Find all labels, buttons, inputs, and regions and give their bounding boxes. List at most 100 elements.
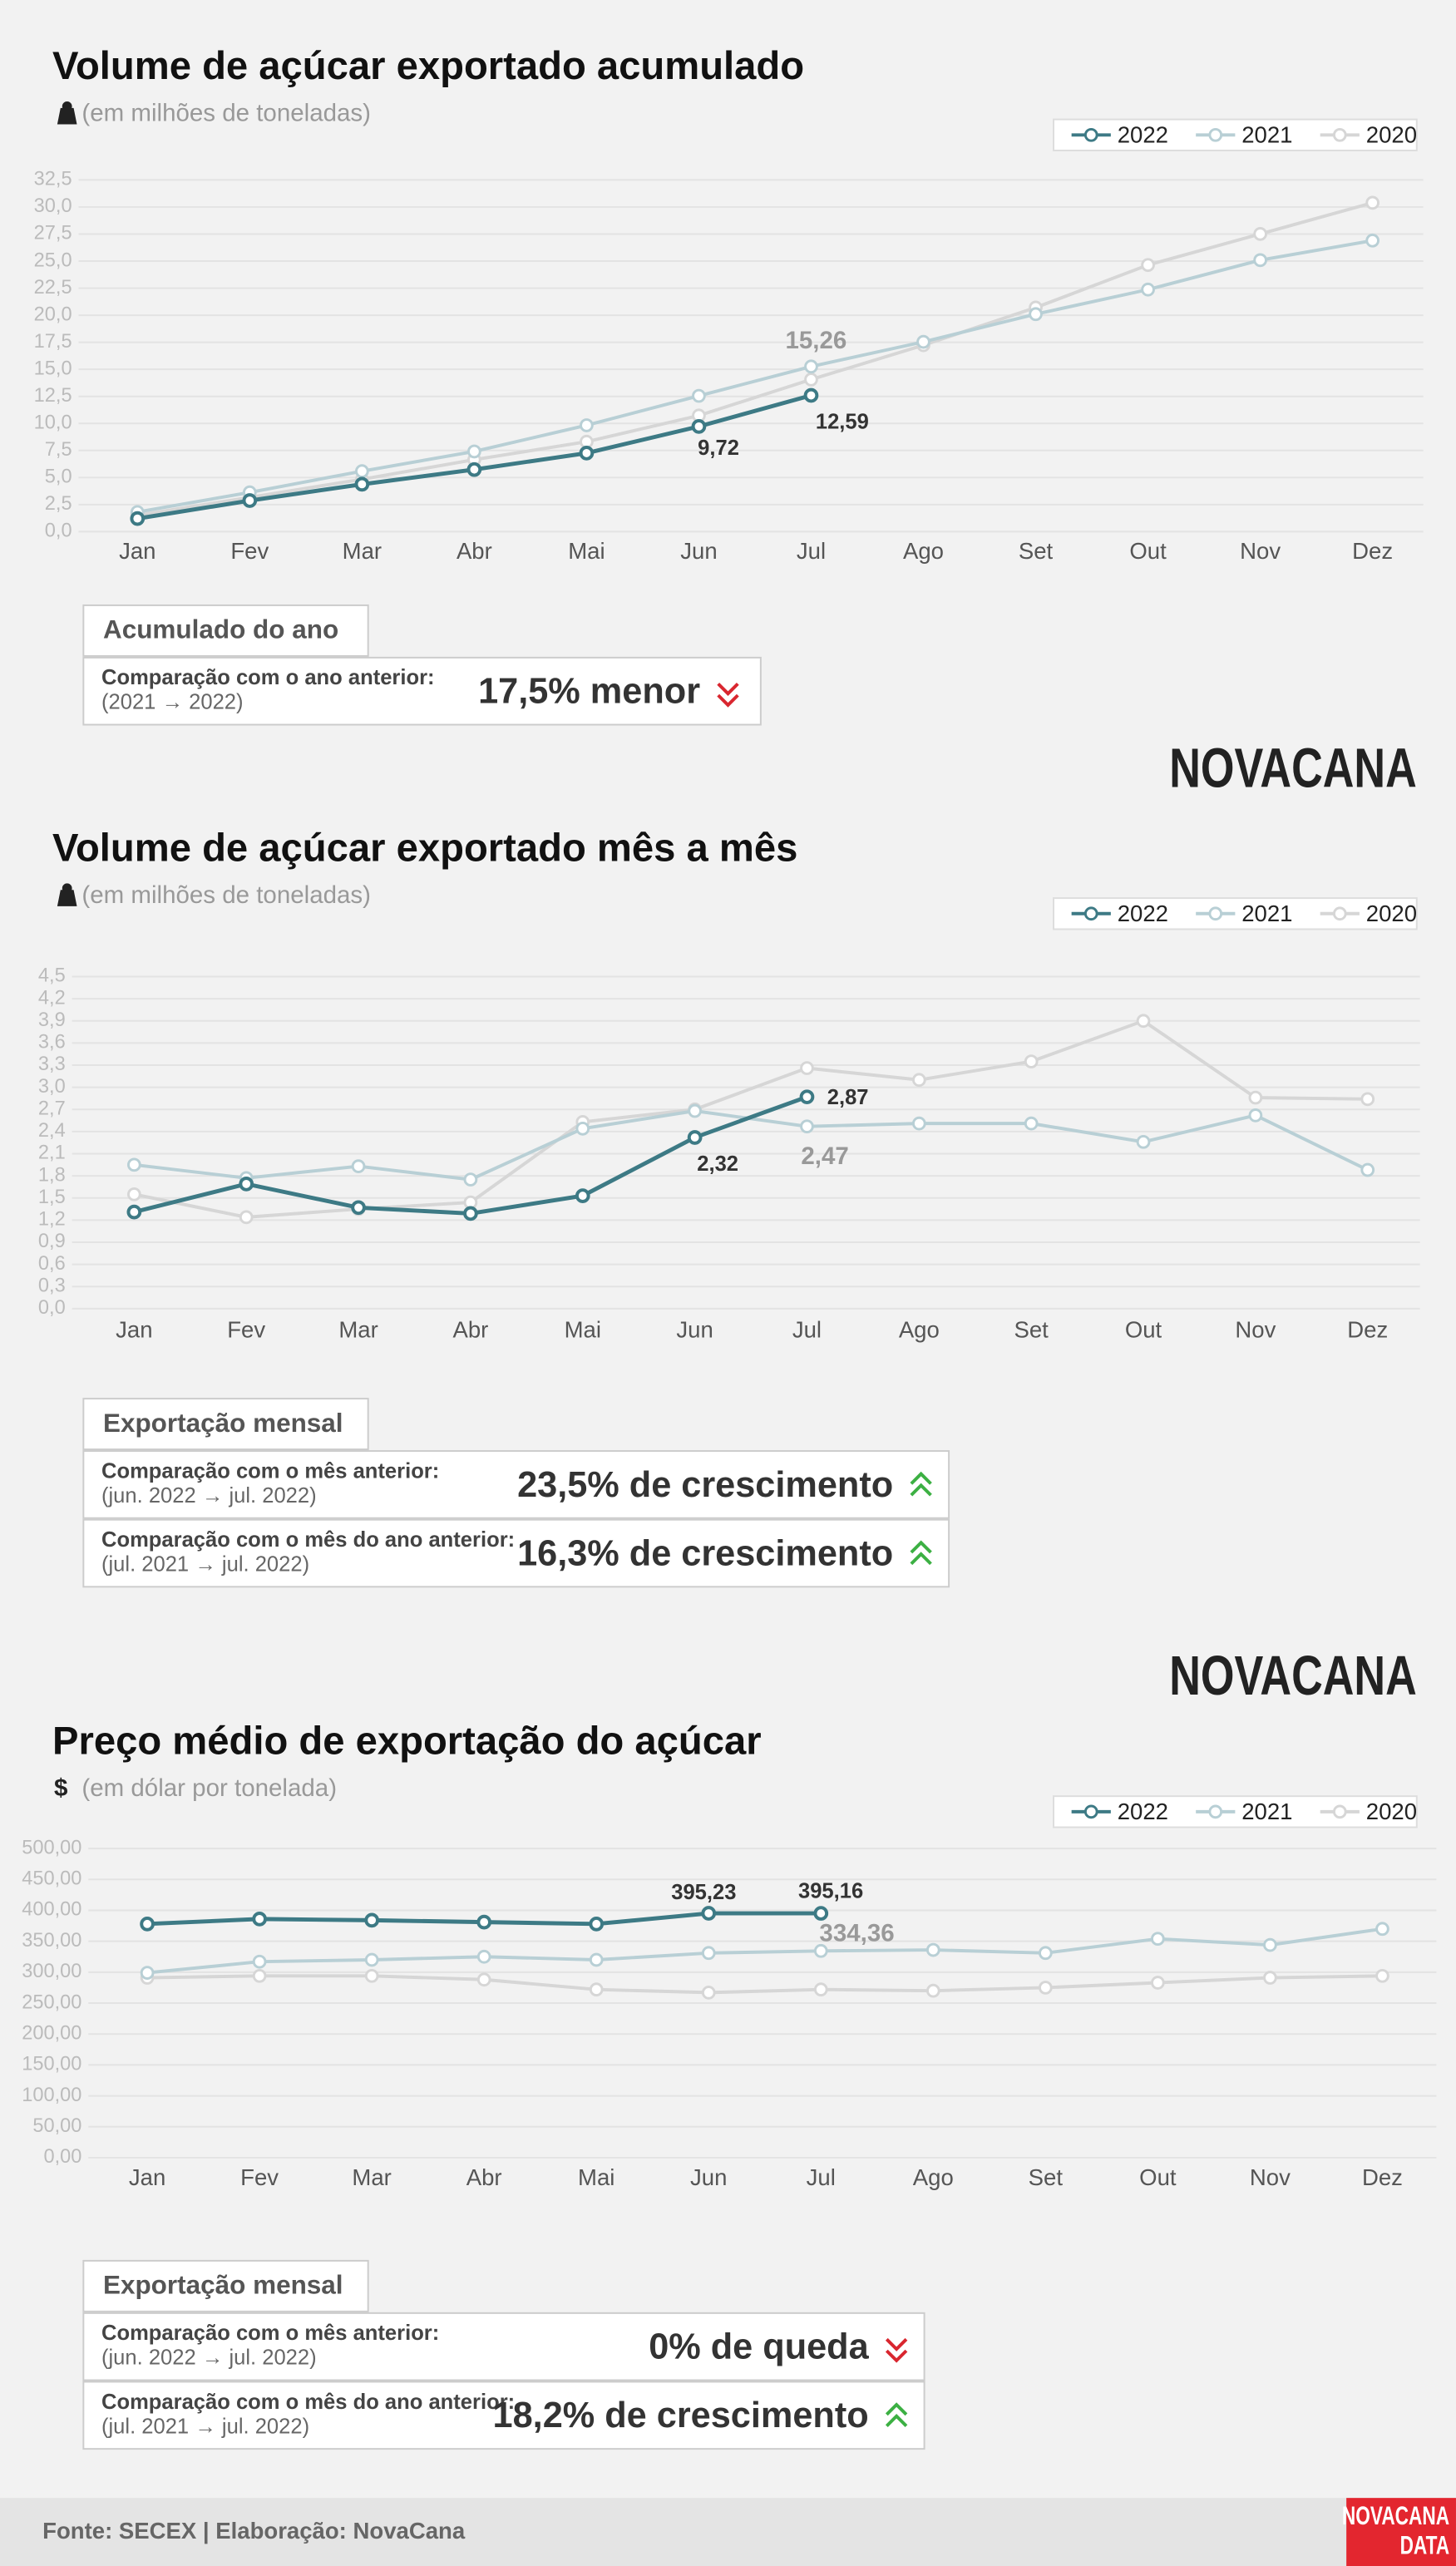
legend-marker (1083, 1804, 1098, 1819)
point (799, 1089, 815, 1105)
point (467, 444, 481, 459)
y-tick-label: 1,2 (38, 1209, 66, 1231)
point (1151, 1932, 1165, 1947)
legend-label: 2020 (1366, 1799, 1417, 1824)
legend-label: 2021 (1241, 901, 1292, 926)
x-tick-label: Jan (116, 1317, 152, 1343)
row-period: (jun. 2022 → jul. 2022) (101, 1484, 317, 1508)
x-tick-label: Ago (903, 538, 944, 564)
y-tick-label: 50,00 (32, 2115, 81, 2137)
point (800, 1119, 814, 1134)
x-tick-label: Nov (1250, 2164, 1291, 2190)
point (466, 461, 482, 477)
chart-subtitle: (em milhões de toneladas) (81, 881, 371, 909)
x-tick-label: Abr (466, 2164, 502, 2190)
point (813, 1943, 828, 1958)
x-tick-label: Set (1029, 2164, 1064, 2190)
y-tick-label: 10,0 (34, 412, 72, 433)
point (126, 1204, 142, 1220)
trend-arrow (717, 682, 739, 708)
x-tick-label: Dez (1347, 1317, 1388, 1343)
point (692, 388, 706, 403)
y-tick-label: 100,00 (22, 2085, 81, 2106)
y-tick-label: 30,0 (34, 195, 72, 217)
point (1151, 1976, 1165, 1990)
legend: 2022 2021 2020 (1053, 118, 1418, 151)
row-result: 23,5% de crescimento (517, 1465, 893, 1505)
legend-label: 2021 (1241, 122, 1292, 148)
legend-marker (1332, 127, 1347, 142)
x-tick-label: Nov (1235, 1317, 1276, 1343)
y-tick-label: 20,0 (34, 303, 72, 325)
subtitle-symbol: $ (54, 1774, 67, 1802)
point (925, 1983, 940, 1998)
point (916, 334, 930, 349)
legend-label: 2021 (1241, 1799, 1292, 1824)
y-tick-label: 200,00 (22, 2022, 81, 2044)
point (1136, 1134, 1151, 1149)
point (463, 1172, 478, 1187)
y-tick-label: 3,3 (38, 1054, 66, 1075)
point (579, 446, 595, 461)
legend-marker (1208, 906, 1223, 921)
point (239, 1210, 254, 1225)
y-tick-label: 150,00 (22, 2054, 81, 2075)
point (1136, 1014, 1151, 1029)
point (140, 1916, 155, 1932)
point (575, 1188, 590, 1203)
point (1375, 1922, 1389, 1937)
legend-marker (1083, 906, 1098, 921)
point (691, 419, 707, 434)
legend-marker (1083, 127, 1098, 142)
series-line (147, 1974, 1383, 1995)
y-tick-label: 250,00 (22, 1991, 81, 2013)
x-tick-label: Jul (792, 1317, 822, 1343)
x-tick-label: Jan (119, 538, 155, 564)
point (1365, 233, 1380, 248)
x-tick-label: Mai (568, 538, 605, 564)
point (1360, 1162, 1375, 1177)
point (1024, 1116, 1039, 1131)
y-tick-label: 15,0 (34, 358, 72, 379)
point (242, 493, 258, 508)
trend-arrow (910, 1540, 932, 1566)
point (1365, 195, 1380, 210)
point (1248, 1090, 1263, 1105)
legend-marker (1332, 1804, 1347, 1819)
x-tick-label: Jul (797, 538, 826, 564)
point (354, 476, 370, 492)
legend-marker (1332, 906, 1347, 921)
y-tick-label: 7,5 (45, 439, 72, 461)
box-title: Exportação mensal (103, 2271, 343, 2300)
y-tick-label: 0,9 (38, 1231, 66, 1252)
point (252, 1954, 267, 1969)
series-line (146, 1927, 1383, 1975)
data-label: 15,26 (785, 327, 846, 354)
y-tick-label: 32,5 (34, 169, 72, 190)
point (813, 1906, 829, 1921)
point (589, 1916, 605, 1932)
point (1141, 282, 1155, 297)
footer-source: Fonte: SECEX | Elaboração: NovaCana (42, 2518, 466, 2544)
row-period: (jul. 2021 → jul. 2022) (101, 1553, 309, 1577)
data-label: 2,47 (801, 1142, 848, 1170)
point (813, 1982, 828, 1997)
legend-marker (1208, 127, 1223, 142)
legend: 2022 2021 2020 (1053, 1795, 1418, 1828)
point (476, 1949, 491, 1964)
y-tick-label: 0,0 (45, 521, 72, 542)
box-title: Exportação mensal (103, 1409, 343, 1438)
row-label: Comparação com o ano anterior: (101, 666, 435, 689)
point (476, 1972, 491, 1987)
chart-subtitle: (em milhões de toneladas) (81, 100, 371, 127)
x-tick-label: Jun (676, 1317, 713, 1343)
x-tick-label: Mar (338, 1317, 378, 1343)
point (351, 1159, 366, 1173)
x-tick-label: Jun (680, 538, 717, 564)
weight-icon (57, 101, 77, 125)
footer-band (0, 2498, 1456, 2566)
x-tick-label: Ago (899, 1317, 940, 1343)
x-tick-label: Mar (343, 538, 382, 564)
